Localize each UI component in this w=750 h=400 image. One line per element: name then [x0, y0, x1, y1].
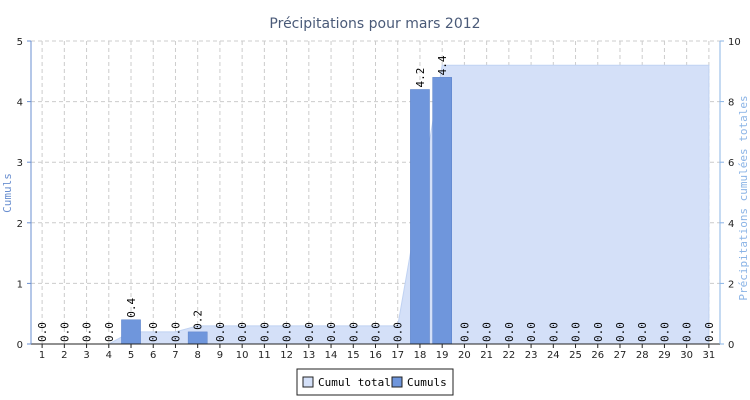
- cumul-total-area-shape: [42, 64, 710, 345]
- data-label-day-25: 0.0: [570, 322, 583, 342]
- data-label-day-16: 0.0: [370, 322, 383, 342]
- x-tick-label-18: 18: [414, 350, 427, 361]
- data-label-day-7: 0.0: [169, 322, 182, 342]
- data-label-day-1: 0.0: [36, 322, 49, 342]
- x-tick-label-29: 29: [658, 350, 671, 361]
- x-tick-label-24: 24: [547, 350, 560, 361]
- y-axis-label-left: Cumuls: [1, 173, 14, 213]
- x-tick-label-28: 28: [636, 350, 649, 361]
- x-tick-label-5: 5: [128, 350, 134, 361]
- data-label-day-22: 0.0: [503, 322, 516, 342]
- x-tick-label-11: 11: [258, 350, 271, 361]
- data-label-day-20: 0.0: [458, 322, 471, 342]
- x-tick-label-6: 6: [150, 350, 156, 361]
- data-label-day-19: 4.4: [436, 55, 449, 75]
- x-tick-label-15: 15: [347, 350, 360, 361]
- x-tick-label-14: 14: [325, 350, 338, 361]
- x-tick-label-13: 13: [302, 350, 315, 361]
- x-tick-label-12: 12: [280, 350, 293, 361]
- axes: [27, 40, 724, 348]
- y-tick-labels-left: 0 1 2 3 4 5: [17, 37, 23, 351]
- data-label-day-17: 0.0: [392, 322, 405, 342]
- legend-swatch-cumuls: [391, 376, 403, 388]
- y-tick-label-left-1: 1: [17, 279, 23, 290]
- legend-box: [296, 368, 454, 396]
- y-tick-labels-right: 0 2 4 6 8 10: [728, 37, 741, 351]
- y-tick-label-left-0: 0: [17, 340, 23, 351]
- legend-label-cumul-total: Cumul total: [318, 376, 391, 389]
- x-tick-labels: 1 2 3 4 5 6 7 8 9 10 11 12 13 14 15 16 17 18 19 20 21 22 23 24 2…: [39, 350, 715, 361]
- x-tick-label-8: 8: [195, 350, 201, 361]
- x-tick-label-2: 2: [61, 350, 67, 361]
- bar-day-5: [121, 319, 141, 345]
- x-tick-label-26: 26: [591, 350, 604, 361]
- data-label-day-21: 0.0: [481, 322, 494, 342]
- y-tick-label-right-8: 8: [728, 98, 734, 109]
- x-tick-label-17: 17: [391, 350, 404, 361]
- y-tick-label-right-0: 0: [728, 340, 734, 351]
- data-label-day-29: 0.0: [658, 322, 671, 342]
- y-tick-label-left-5: 5: [17, 37, 23, 48]
- data-label-day-2: 0.0: [58, 322, 71, 342]
- data-label-day-11: 0.0: [258, 322, 271, 342]
- data-label-day-24: 0.0: [547, 322, 560, 342]
- data-label-day-28: 0.0: [636, 322, 649, 342]
- y-tick-label-left-3: 3: [17, 158, 23, 169]
- y-tick-label-right-10: 10: [728, 37, 741, 48]
- bar-day-19: [432, 77, 452, 345]
- data-label-day-6: 0.0: [147, 322, 160, 342]
- x-tick-label-9: 9: [217, 350, 223, 361]
- data-label-day-23: 0.0: [525, 322, 538, 342]
- x-tick-label-31: 31: [703, 350, 716, 361]
- x-tick-label-25: 25: [569, 350, 582, 361]
- x-tick-label-27: 27: [614, 350, 627, 361]
- x-tick-label-20: 20: [458, 350, 471, 361]
- data-label-day-5: 0.4: [125, 298, 138, 318]
- data-label-day-15: 0.0: [347, 322, 360, 342]
- data-label-day-8: 0.2: [192, 310, 205, 330]
- data-label-day-10: 0.0: [236, 322, 249, 342]
- x-tick-label-16: 16: [369, 350, 382, 361]
- data-label-day-9: 0.0: [214, 322, 227, 342]
- y-tick-label-right-2: 2: [728, 279, 734, 290]
- x-tick-label-21: 21: [480, 350, 493, 361]
- data-label-day-30: 0.0: [681, 322, 694, 342]
- x-tick-label-19: 19: [436, 350, 449, 361]
- data-label-day-3: 0.0: [81, 322, 94, 342]
- bar-day-8: [187, 331, 208, 345]
- cumuls-bars: [121, 77, 452, 345]
- x-tick-label-10: 10: [236, 350, 249, 361]
- y-tick-label-right-4: 4: [728, 219, 734, 230]
- data-label-day-18: 4.2: [414, 68, 427, 88]
- x-tick-label-1: 1: [39, 350, 45, 361]
- bar-day-18: [410, 89, 430, 345]
- y-tick-label-left-4: 4: [17, 98, 23, 109]
- x-tick-label-7: 7: [172, 350, 178, 361]
- chart-title: Précipitations pour mars 2012: [269, 16, 480, 32]
- y-tick-label-right-6: 6: [728, 158, 734, 169]
- x-tick-label-3: 3: [83, 350, 89, 361]
- legend-swatch-cumul-total: [302, 376, 314, 388]
- data-label-day-27: 0.0: [614, 322, 627, 342]
- data-label-day-14: 0.0: [325, 322, 338, 342]
- data-label-day-26: 0.0: [592, 322, 605, 342]
- x-tick-label-30: 30: [680, 350, 693, 361]
- x-tick-label-4: 4: [106, 350, 112, 361]
- data-label-day-13: 0.0: [303, 322, 316, 342]
- data-label-day-12: 0.0: [281, 322, 294, 342]
- data-label-day-31: 0.0: [703, 322, 716, 342]
- legend-label-cumuls: Cumuls: [407, 376, 447, 389]
- y-tick-label-left-2: 2: [17, 219, 23, 230]
- x-tick-label-22: 22: [502, 350, 515, 361]
- x-tick-label-23: 23: [525, 350, 538, 361]
- cumul-total-area: [42, 64, 710, 345]
- legend: Cumul total Cumuls: [296, 368, 454, 396]
- y-axis-label-right: Précipitations cumulées totales: [737, 95, 750, 300]
- data-labels: 0.0 0.0 0.0 0.0 0.4 0.0 0.0 0.2 0.0 0.0 0.0 0.0 0.0 0…: [36, 55, 716, 342]
- data-label-day-4: 0.0: [103, 322, 116, 342]
